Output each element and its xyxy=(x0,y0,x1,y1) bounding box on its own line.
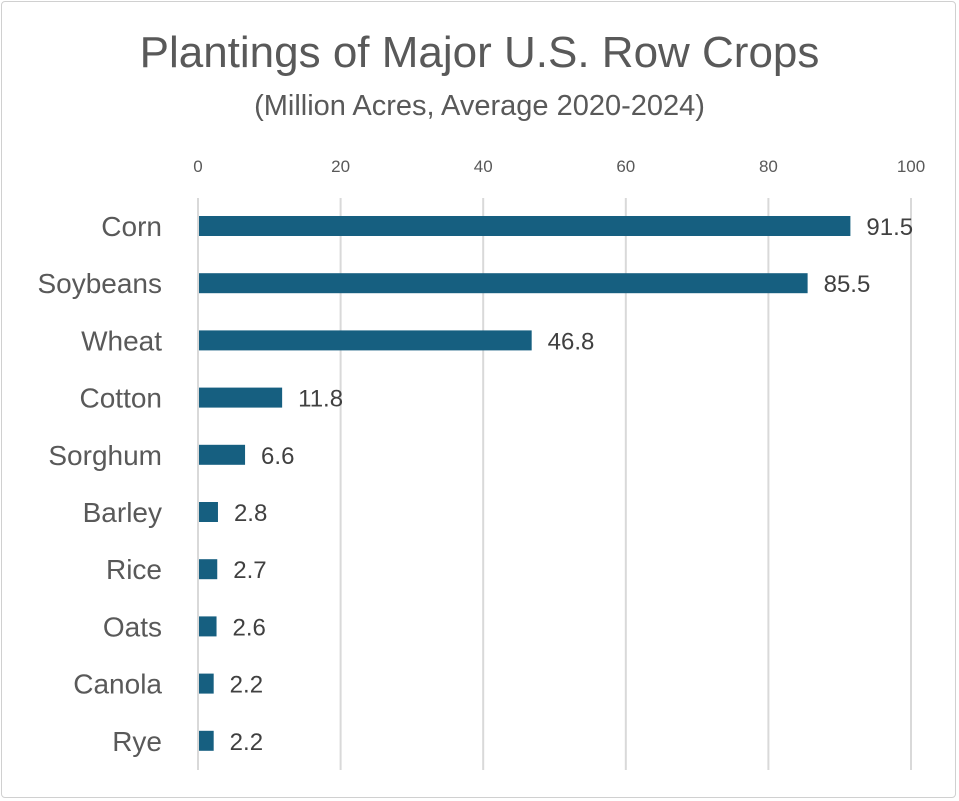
bar-soybeans xyxy=(199,273,808,294)
x-tick-label: 20 xyxy=(331,157,350,176)
category-label: Cotton xyxy=(80,383,163,414)
bar-sorghum xyxy=(199,444,246,465)
data-label: 91.5 xyxy=(866,214,913,241)
data-label: 6.6 xyxy=(261,443,294,470)
x-tick-label: 60 xyxy=(616,157,635,176)
data-label: 2.2 xyxy=(230,729,263,756)
category-label: Sorghum xyxy=(48,440,162,471)
bar-canola xyxy=(199,673,214,694)
data-label: 46.8 xyxy=(548,328,595,355)
category-label: Corn xyxy=(101,211,162,242)
chart-title: Plantings of Major U.S. Row Crops xyxy=(139,28,820,77)
category-label: Canola xyxy=(73,669,162,700)
category-label: Rye xyxy=(112,726,162,757)
bar-wheat xyxy=(199,330,532,351)
data-label: 11.8 xyxy=(298,386,343,413)
bar-barley xyxy=(199,502,218,522)
category-label: Wheat xyxy=(81,325,162,356)
data-label: 2.2 xyxy=(230,672,263,699)
bar-rye xyxy=(199,730,214,751)
x-tick-label: 100 xyxy=(897,157,925,176)
category-label: Soybeans xyxy=(37,268,162,299)
bar-cotton xyxy=(199,387,283,408)
data-label: 2.6 xyxy=(233,614,266,641)
chart-subtitle: (Million Acres, Average 2020-2024) xyxy=(254,90,705,122)
x-tick-label: 0 xyxy=(193,157,202,176)
category-label: Barley xyxy=(83,497,162,528)
bar-rice xyxy=(199,559,218,580)
data-label: 85.5 xyxy=(824,271,871,298)
data-label: 2.8 xyxy=(234,500,267,527)
category-label: Oats xyxy=(103,611,162,642)
x-tick-label: 80 xyxy=(759,157,778,176)
x-tick-label: 40 xyxy=(474,157,493,176)
category-label: Rice xyxy=(106,554,162,585)
data-label: 2.7 xyxy=(233,557,266,584)
bar-oats xyxy=(199,616,217,637)
bar-corn xyxy=(199,216,851,236)
